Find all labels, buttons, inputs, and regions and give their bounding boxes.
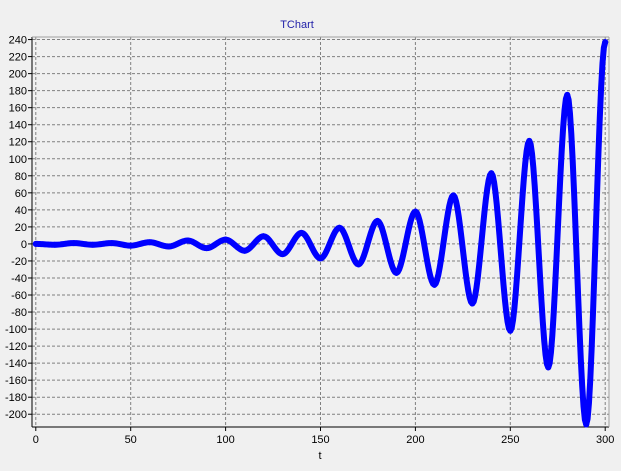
y-axis-ticks: -200-180-160-140-120-100-80-60-40-200204… [5,35,32,421]
y-tick-label: -40 [11,273,27,285]
x-tick-label: 150 [311,434,329,446]
y-tick-label: 60 [15,188,27,200]
y-tick-label: 160 [9,103,27,115]
data-point [450,192,457,199]
data-point [393,269,400,276]
chart-title: TChart [280,19,314,31]
data-point [127,242,134,249]
x-tick-label: 0 [33,434,39,446]
data-point [222,236,229,243]
data-point [32,240,39,247]
data-point [488,170,495,177]
x-tick-label: 200 [406,434,424,446]
x-axis-label: t [318,450,321,462]
y-tick-label: -200 [5,409,27,421]
y-tick-label: 80 [15,171,27,183]
y-tick-label: 200 [9,69,27,81]
data-point [279,251,286,258]
data-point [70,240,77,247]
y-tick-label: 180 [9,86,27,98]
x-axis-ticks: 0 50 100 150 200 250 300 [33,427,614,446]
x-tick-label: 250 [501,434,519,446]
grid [32,37,609,427]
data-point [526,137,533,144]
y-tick-label: 40 [15,205,27,217]
x-tick-label: 100 [216,434,234,446]
y-tick-label: -60 [11,290,27,302]
data-point [108,240,115,247]
y-tick-label: -160 [5,375,27,387]
y-tick-label: 140 [9,120,27,132]
data-point [507,327,514,334]
data-point [583,421,590,428]
data-point [374,217,381,224]
data-point [336,224,343,231]
data-point [203,245,210,252]
data-point [602,39,609,46]
y-tick-label: -100 [5,324,27,336]
y-tick-label: -180 [5,392,27,404]
y-tick-label: -140 [5,358,27,370]
x-tick-label: 300 [596,434,614,446]
data-point [545,364,552,371]
y-tick-label: -20 [11,256,27,268]
data-point [469,300,476,307]
data-point [51,241,58,248]
y-tick-label: -120 [5,341,27,353]
data-point [564,91,571,98]
data-point [431,281,438,288]
data-point [89,241,96,248]
data-point [260,233,267,240]
y-tick-label: 0 [21,239,27,251]
data-point [355,261,362,268]
y-tick-label: 240 [9,35,27,47]
y-tick-label: 120 [9,137,27,149]
data-point [412,208,419,215]
y-tick-label: 100 [9,154,27,166]
y-tick-label: 220 [9,52,27,64]
y-tick-label: -80 [11,307,27,319]
data-point [165,243,172,250]
data-point [317,255,324,262]
data-point [298,229,305,236]
y-tick-label: 20 [15,222,27,234]
series-group [32,39,609,428]
data-point [146,239,153,246]
data-point [241,247,248,254]
x-tick-label: 50 [125,434,137,446]
data-point [184,237,191,244]
